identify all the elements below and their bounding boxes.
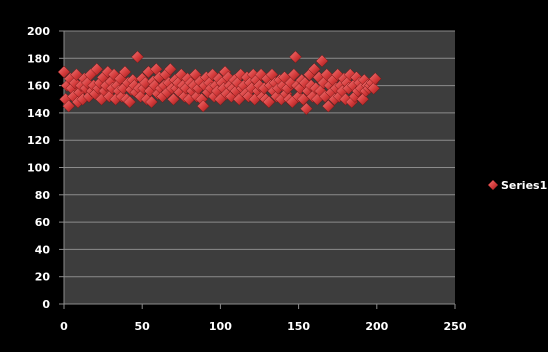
data-point [163,62,177,76]
y-tick-label: 120 [27,134,50,147]
x-tick-label: 100 [209,320,232,333]
x-tick-label: 200 [365,320,388,333]
x-tick-label: 250 [444,320,467,333]
y-tick-label: 180 [27,52,50,65]
data-point [367,81,381,95]
legend-marker [487,179,499,191]
x-tick-label: 0 [60,320,68,333]
y-tick-label: 60 [35,216,51,229]
data-point [123,95,137,109]
data-point [307,62,321,76]
data-point [131,50,144,64]
y-tick-label: 160 [27,80,50,93]
data-point [145,95,158,109]
data-point [262,95,276,109]
data-point [289,50,302,64]
data-point [368,72,382,86]
x-tick-label: 150 [287,320,310,333]
data-point [287,68,301,82]
y-tick-label: 40 [35,243,51,256]
x-tick-label: 50 [135,320,151,333]
y-tick-label: 0 [42,298,50,311]
y-tick-label: 140 [27,107,50,120]
data-point [118,65,132,79]
data-point [167,92,180,106]
data-point [315,54,329,68]
data-point [90,62,104,76]
legend-label: Series1 [501,179,547,192]
data-point [300,102,313,116]
legend: Series1 [487,179,547,192]
data-point [196,99,210,113]
y-tick-label: 20 [35,271,51,284]
y-tick-label: 100 [27,162,50,175]
axes: 0 20 40 60 80 100 120 140 160 180 200 0 50 100 150 200 2… [27,25,467,333]
data-point [62,99,76,113]
y-tick-label: 80 [35,189,51,202]
y-tick-label: 200 [27,25,50,38]
data-point [321,99,335,113]
series-points [57,50,382,116]
data-point [57,65,71,79]
